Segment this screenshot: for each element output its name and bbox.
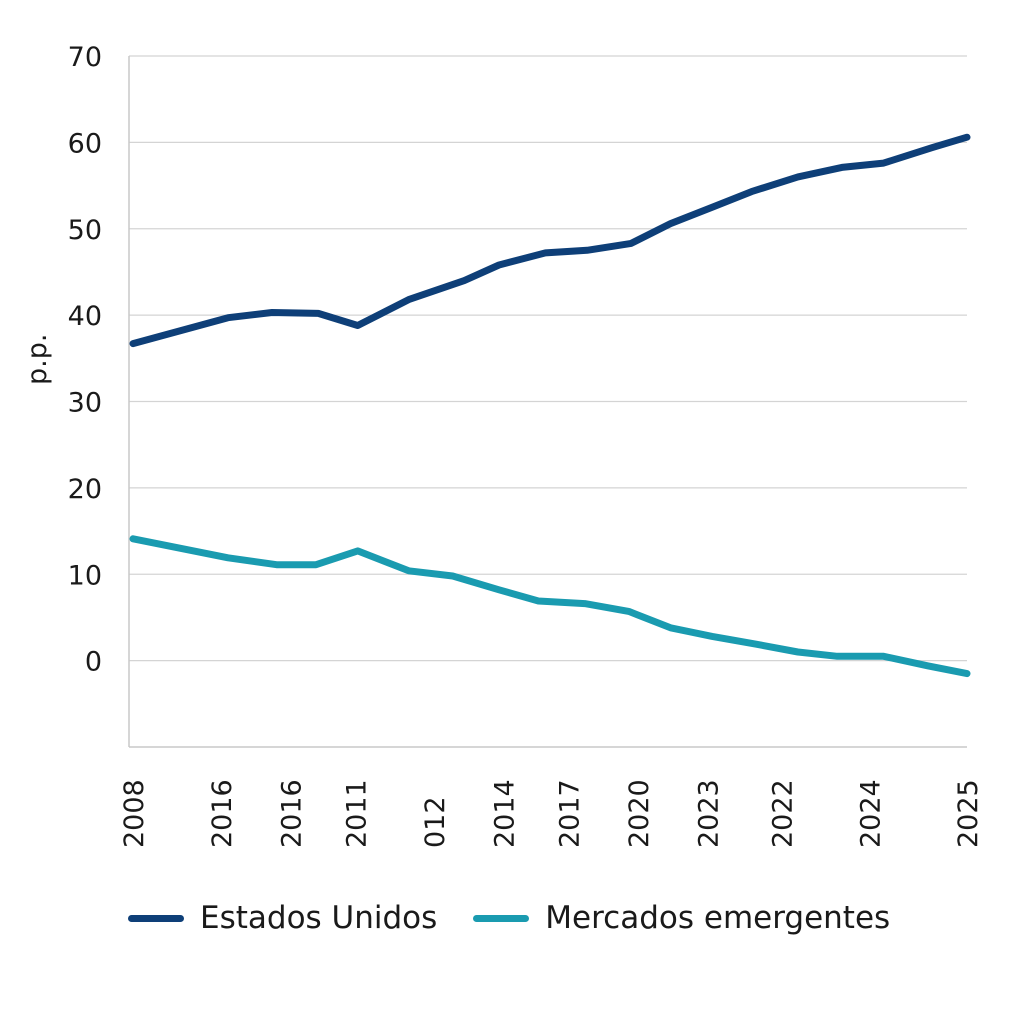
y-tick-label: 10: [68, 560, 102, 591]
y-tick-label: 30: [68, 388, 102, 419]
legend-label-mercados-emergentes: Mercados emergentes: [545, 900, 891, 936]
y-tick-label: 70: [68, 42, 102, 73]
x-tick-label: 2017: [555, 779, 586, 848]
x-tick-label: 2008: [119, 779, 150, 848]
series-line-estados-unidos: [129, 133, 971, 348]
y-tick-label: 20: [68, 474, 102, 505]
legend-item-estados-unidos[interactable]: Estados Unidos: [128, 900, 437, 936]
legend: Estados Unidos Mercados emergentes: [128, 900, 926, 936]
x-tick-label: 2016: [207, 779, 238, 848]
series-lines: [129, 133, 971, 678]
legend-item-mercados-emergentes[interactable]: Mercados emergentes: [473, 900, 890, 936]
legend-swatch-mercados-emergentes: [473, 914, 530, 922]
y-axis-label: p.p.: [22, 334, 53, 385]
gridlines: [129, 55, 967, 662]
y-tick-label: 40: [68, 301, 102, 332]
x-tick-label: 2022: [768, 779, 799, 848]
y-tick-label: 50: [68, 215, 102, 246]
y-tick-labels: 0 10 20 30 40 50 60 70: [68, 42, 102, 678]
x-tick-label: 2024: [856, 779, 887, 848]
series-line-mercados-emergentes: [129, 535, 971, 678]
y-tick-label: 0: [85, 647, 102, 678]
x-tick-label: 2011: [341, 779, 372, 848]
x-tick-label: 2023: [694, 779, 725, 848]
axes: [128, 56, 967, 748]
legend-swatch-estados-unidos: [128, 914, 184, 922]
x-tick-labels: 2008 2016 2016 2011 012 2014 2017 2020 2023 2022 2…: [119, 779, 984, 848]
x-tick-label: 2020: [624, 779, 655, 848]
x-tick-label: 2025: [953, 779, 984, 848]
x-tick-label: 012: [420, 796, 451, 848]
legend-label-estados-unidos: Estados Unidos: [200, 900, 438, 936]
y-tick-label: 60: [68, 128, 102, 159]
x-tick-label: 2014: [490, 779, 521, 848]
x-tick-label: 2016: [277, 779, 308, 848]
